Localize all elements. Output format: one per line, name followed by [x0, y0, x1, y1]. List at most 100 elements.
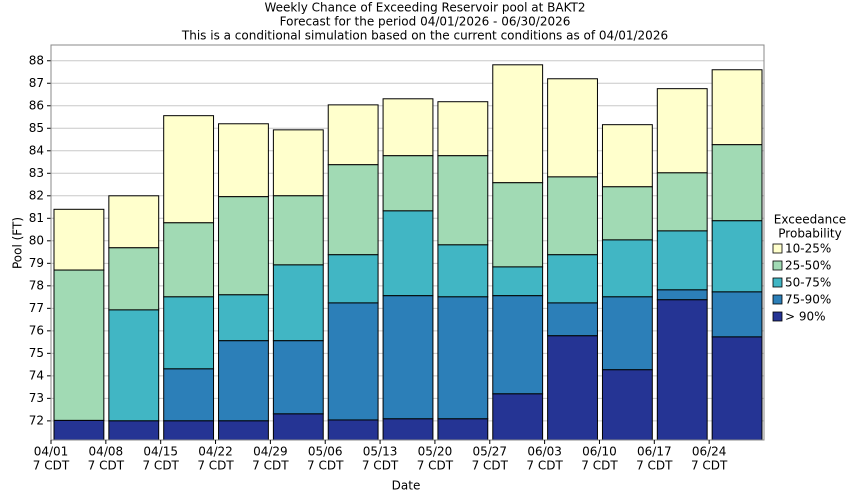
bar-segment: [547, 254, 598, 304]
legend-swatch: [772, 294, 783, 305]
bar-segment: [437, 101, 489, 157]
y-tick-label: 86: [29, 98, 44, 112]
legend-swatch: [772, 311, 783, 322]
x-tick-label: 7 CDT: [636, 459, 673, 473]
bar-segment: [163, 368, 215, 422]
bar-segment: [601, 239, 653, 298]
x-tick-label: 7 CDT: [142, 459, 179, 473]
bar-segment: [601, 369, 653, 441]
bar-segment: [382, 295, 434, 420]
bar-segment: [711, 69, 763, 146]
bar-segment: [53, 269, 105, 421]
bar-segment: [437, 296, 489, 420]
x-tick-label: 06/10: [582, 445, 617, 459]
bar-segment: [163, 115, 215, 224]
bar-segment: [492, 393, 544, 441]
bar-segment: [108, 420, 160, 441]
bar-segment: [382, 155, 434, 212]
x-tick-label: 06/24: [692, 445, 727, 459]
bar-segment: [492, 182, 544, 268]
x-tick-label: 06/17: [637, 445, 672, 459]
bar-segment: [601, 124, 653, 188]
bar-segment: [601, 186, 653, 241]
bar-segment: [272, 340, 324, 415]
bar-segment: [547, 335, 598, 441]
chart-subtitle: This is a conditional simulation based o…: [181, 29, 668, 43]
x-tick-label: 7 CDT: [691, 459, 728, 473]
bar-segment: [218, 340, 269, 422]
bar-segment: [711, 220, 763, 293]
plot-border: [50, 44, 765, 441]
bar-segment: [492, 295, 544, 395]
x-tick-label: 7 CDT: [472, 459, 509, 473]
x-tick-label: 05/27: [472, 445, 507, 459]
y-tick-label: 80: [29, 233, 44, 247]
y-tick-label: 76: [29, 323, 44, 337]
bar-segment: [656, 289, 708, 301]
bar-segment: [327, 302, 379, 421]
chart-subtitle: Forecast for the period 04/01/2026 - 06/…: [280, 15, 571, 29]
x-tick-label: 04/29: [253, 445, 288, 459]
x-tick-label: 05/13: [363, 445, 398, 459]
x-tick-label: 05/06: [308, 445, 343, 459]
y-axis-label: Pool (FT): [11, 217, 25, 269]
y-tick-label: 88: [29, 53, 44, 67]
legend-label: 10-25%: [785, 242, 831, 256]
x-tick-label: 04/01: [34, 445, 69, 459]
bar-segment: [656, 172, 708, 232]
bar-segment: [327, 254, 379, 304]
bar-segment: [492, 64, 544, 184]
legend-label: 75-90%: [785, 293, 831, 307]
bar-segment: [327, 104, 379, 166]
bar-segment: [547, 176, 598, 256]
bar-segment: [547, 78, 598, 178]
bar-segment: [711, 291, 763, 338]
legend-label: > 90%: [785, 310, 826, 324]
legend-label: 25-50%: [785, 259, 831, 273]
x-axis-label: Date: [392, 479, 421, 493]
y-tick-label: 79: [29, 256, 44, 270]
bar-segment: [108, 247, 160, 311]
bar-segment: [382, 98, 434, 157]
bar-segment: [711, 336, 763, 441]
y-tick-label: 87: [29, 76, 44, 90]
bar-segment: [272, 413, 324, 441]
bar-segment: [656, 88, 708, 174]
bar-segment: [163, 296, 215, 370]
bar-segment: [656, 299, 708, 441]
x-tick-label: 7 CDT: [33, 459, 70, 473]
legend-swatch: [772, 243, 783, 254]
y-tick-label: 75: [29, 346, 44, 360]
x-tick-label: 7 CDT: [88, 459, 125, 473]
y-tick-label: 83: [29, 166, 44, 180]
legend-label: 50-75%: [785, 276, 831, 290]
bar-segment: [382, 418, 434, 441]
bar-segment: [218, 294, 269, 342]
bar-segment: [218, 420, 269, 441]
x-tick-label: 7 CDT: [526, 459, 563, 473]
legend-swatch: [772, 277, 783, 288]
bar-segment: [218, 196, 269, 296]
bar-segment: [272, 195, 324, 266]
x-tick-label: 7 CDT: [417, 459, 454, 473]
x-tick-label: 05/20: [418, 445, 453, 459]
x-tick-label: 7 CDT: [252, 459, 289, 473]
y-tick-label: 84: [29, 143, 44, 157]
bar-segment: [327, 419, 379, 441]
legend-swatch: [772, 260, 783, 271]
legend-title: Exceedance: [774, 213, 846, 227]
x-tick-label: 7 CDT: [197, 459, 234, 473]
bar-segment: [163, 420, 215, 441]
bar-segment: [492, 266, 544, 297]
y-tick-label: 72: [29, 413, 44, 427]
bar-segment: [108, 309, 160, 422]
bar-segment: [53, 208, 105, 271]
bar-segment: [382, 210, 434, 297]
y-tick-label: 73: [29, 391, 44, 405]
y-tick-label: 77: [29, 301, 44, 315]
y-tick-label: 81: [29, 211, 44, 225]
y-tick-label: 85: [29, 121, 44, 135]
bar-segment: [108, 195, 160, 249]
